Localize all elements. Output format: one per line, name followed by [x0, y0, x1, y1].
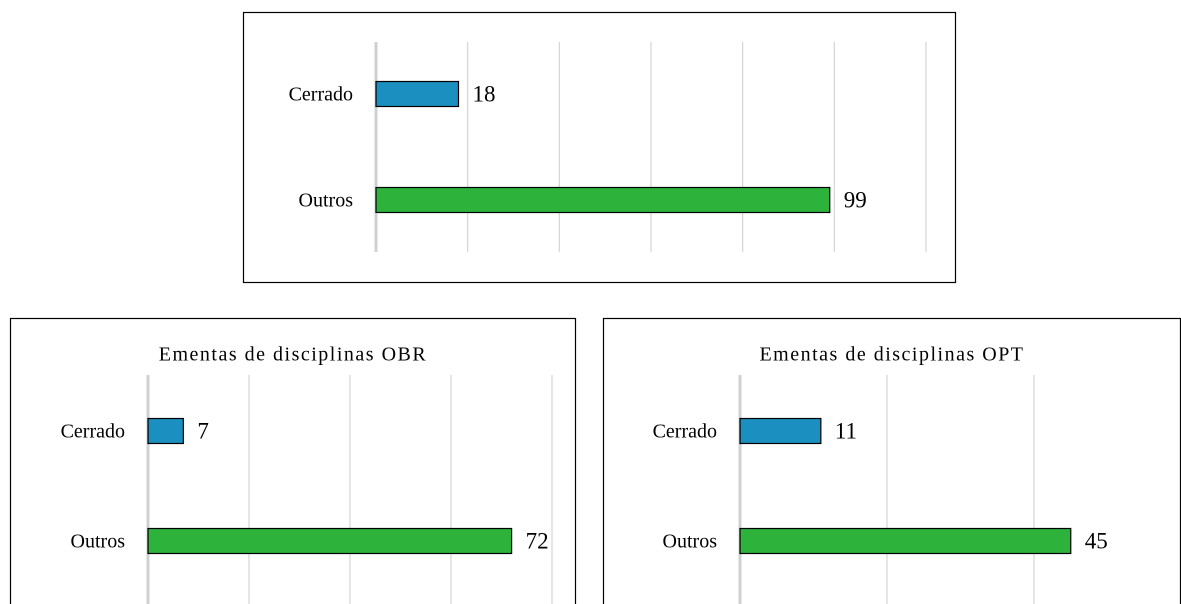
bar: [147, 417, 184, 445]
data-label: 72: [526, 528, 549, 553]
category-label: Cerrado: [653, 421, 717, 443]
bar: [739, 527, 1072, 555]
category-label: Cerrado: [289, 84, 353, 106]
data-label: 7: [197, 418, 209, 443]
chart-title: Ementas de disciplinas OPT: [759, 344, 1024, 366]
category-label: Outros: [299, 190, 354, 212]
data-label: 11: [835, 418, 857, 443]
chart-frame: [9, 317, 577, 604]
data-label: 18: [473, 81, 496, 106]
data-label: 99: [844, 187, 867, 212]
category-label: Cerrado: [61, 421, 125, 443]
bar: [147, 527, 513, 555]
data-label: 45: [1085, 528, 1108, 553]
chart-frame: [242, 11, 957, 284]
category-label: Outros: [71, 531, 126, 553]
bar: [375, 186, 831, 214]
bar: [739, 417, 822, 445]
bar: [375, 80, 460, 108]
chart-frame: [602, 317, 1181, 604]
category-label: Outros: [663, 531, 718, 553]
chart-title: Ementas de disciplinas OBR: [159, 344, 427, 366]
